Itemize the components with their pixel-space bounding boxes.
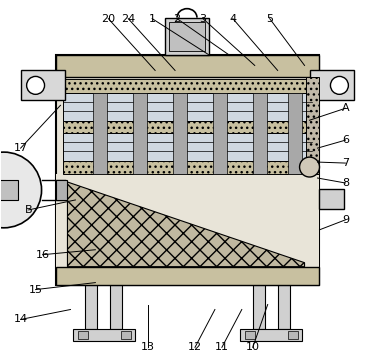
Text: 12: 12 xyxy=(188,342,202,352)
Text: B: B xyxy=(25,205,32,215)
Bar xyxy=(288,331,297,339)
Text: 2: 2 xyxy=(173,14,180,24)
Text: 15: 15 xyxy=(29,285,42,295)
Text: 17: 17 xyxy=(14,143,28,153)
Bar xyxy=(240,330,302,341)
Bar xyxy=(64,161,312,174)
Text: 24: 24 xyxy=(121,14,135,24)
Bar xyxy=(110,285,122,330)
Bar xyxy=(277,285,290,330)
Bar xyxy=(213,93,227,174)
Bar xyxy=(64,79,312,93)
Bar xyxy=(56,174,320,285)
Text: 10: 10 xyxy=(246,342,260,352)
Bar xyxy=(306,77,320,174)
Bar xyxy=(21,70,65,100)
Bar xyxy=(133,93,147,174)
Bar xyxy=(73,330,135,341)
Text: 4: 4 xyxy=(229,14,237,24)
Bar xyxy=(309,70,354,100)
Bar xyxy=(288,93,302,174)
Bar xyxy=(245,331,255,339)
Text: 20: 20 xyxy=(101,14,115,24)
Bar xyxy=(64,121,312,133)
Polygon shape xyxy=(67,182,305,267)
Text: 13: 13 xyxy=(141,342,155,352)
Bar xyxy=(173,93,187,174)
Text: 14: 14 xyxy=(14,314,28,325)
Text: 7: 7 xyxy=(342,158,349,168)
Bar xyxy=(93,93,107,174)
Text: 3: 3 xyxy=(199,14,206,24)
Text: 5: 5 xyxy=(266,14,273,24)
Bar xyxy=(56,180,67,200)
Circle shape xyxy=(300,157,320,177)
Text: 8: 8 xyxy=(342,178,349,188)
Bar xyxy=(64,133,312,161)
Bar xyxy=(56,56,320,285)
Bar xyxy=(79,331,88,339)
Bar xyxy=(320,189,344,209)
Bar xyxy=(0,180,18,200)
Bar xyxy=(253,93,267,174)
Text: 6: 6 xyxy=(342,135,349,145)
Text: A: A xyxy=(341,103,349,113)
Bar xyxy=(85,285,97,330)
Bar xyxy=(165,18,209,56)
Bar xyxy=(169,22,205,52)
Bar xyxy=(121,331,131,339)
Circle shape xyxy=(0,152,42,228)
Circle shape xyxy=(331,76,349,94)
Text: 16: 16 xyxy=(36,250,50,260)
Text: 9: 9 xyxy=(342,215,349,225)
Bar xyxy=(64,93,312,121)
Text: 1: 1 xyxy=(149,14,156,24)
Text: 11: 11 xyxy=(215,342,229,352)
Bar xyxy=(56,267,320,285)
Bar xyxy=(56,56,320,77)
Circle shape xyxy=(27,76,44,94)
Bar xyxy=(253,285,265,330)
